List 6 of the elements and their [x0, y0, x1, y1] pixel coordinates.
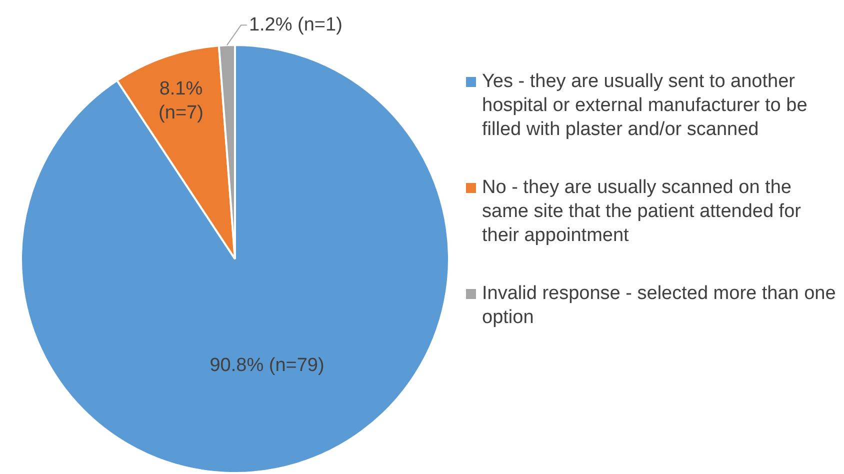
legend-label: Invalid response - selected more than one option: [482, 282, 837, 330]
data-label: 1.2% (n=1): [248, 14, 342, 36]
data-label: 90.8% (n=79): [210, 354, 324, 376]
legend-label: No - they are usually scanned on the same site that the patient attended for their appointment: [482, 176, 802, 248]
data-label: 8.1% (n=7): [158, 78, 204, 124]
legend-label: Yes - they are usually sent to another hospital or external manufacturer to be filled with plaster and/or scanned: [482, 70, 808, 142]
